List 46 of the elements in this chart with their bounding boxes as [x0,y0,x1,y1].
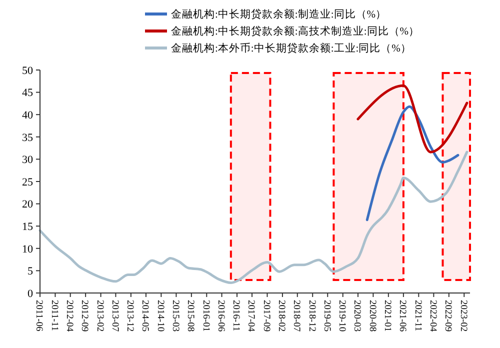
x-tick-label: 2021-11 [412,300,422,332]
x-tick-label: 2018-02 [276,300,286,332]
x-tick-label: 2012-04 [64,300,74,332]
x-tick-label: 2021-01 [382,300,392,332]
x-tick-label: 2023-02 [458,300,468,332]
legend-label: 金融机构:中长期贷款余额:高技术制造业:同比（%） [171,24,420,38]
x-tick-label: 2018-07 [291,300,302,332]
legend-label: 金融机构:本外币:中长期贷款余额:工业:同比（%） [171,42,412,55]
y-tick-label: 25 [22,176,34,188]
y-tick-label: 5 [28,266,34,278]
x-tick-label: 2022-04 [427,300,438,332]
line-series [366,105,460,222]
y-tick-label: 10 [22,243,34,256]
x-tick-label: 2019-05 [321,300,332,332]
x-tick-label: 2015-03 [170,300,180,332]
y-tick-label: 40 [22,109,34,122]
x-tick-label: 2019-10 [336,300,347,332]
y-tick-label: 50 [22,64,34,77]
x-tick-label: 2021-06 [397,300,408,332]
x-tick-label: 2020-03 [352,300,362,332]
x-tick-label: 2013-12 [124,300,135,332]
x-tick-label: 2017-04 [246,300,256,332]
x-tick-label: 2016-11 [230,300,241,332]
line-series [356,84,468,154]
y-tick-label: 0 [28,288,34,300]
x-tick-label: 2016-06 [215,300,226,332]
x-tick-label: 2014-05 [140,300,150,332]
x-tick-label: 2012-09 [79,300,90,332]
x-tick-label: 2011-11 [48,300,59,332]
y-tick-label: 20 [22,198,34,211]
x-tick-label: 2011-06 [34,300,44,332]
legend-label: 金融机构:中长期贷款余额:制造业:同比（%） [171,8,386,21]
x-tick-label: 2015-08 [185,300,196,332]
y-tick-label: 35 [22,132,34,144]
x-tick-label: 2020-08 [366,300,377,332]
x-tick-label: 2018-12 [306,300,316,332]
x-tick-label: 2014-10 [154,300,165,332]
x-tick-label: 2022-09 [442,300,453,332]
y-tick-label: 45 [22,87,34,100]
x-tick-label: 2013-02 [94,300,104,332]
line-series [38,150,468,284]
x-tick-label: 2013-07 [109,300,120,332]
x-tick-label: 2016-01 [200,300,210,332]
y-tick-label: 15 [22,220,34,233]
x-tick-label: 2017-09 [260,300,271,332]
y-tick-label: 30 [22,154,34,166]
